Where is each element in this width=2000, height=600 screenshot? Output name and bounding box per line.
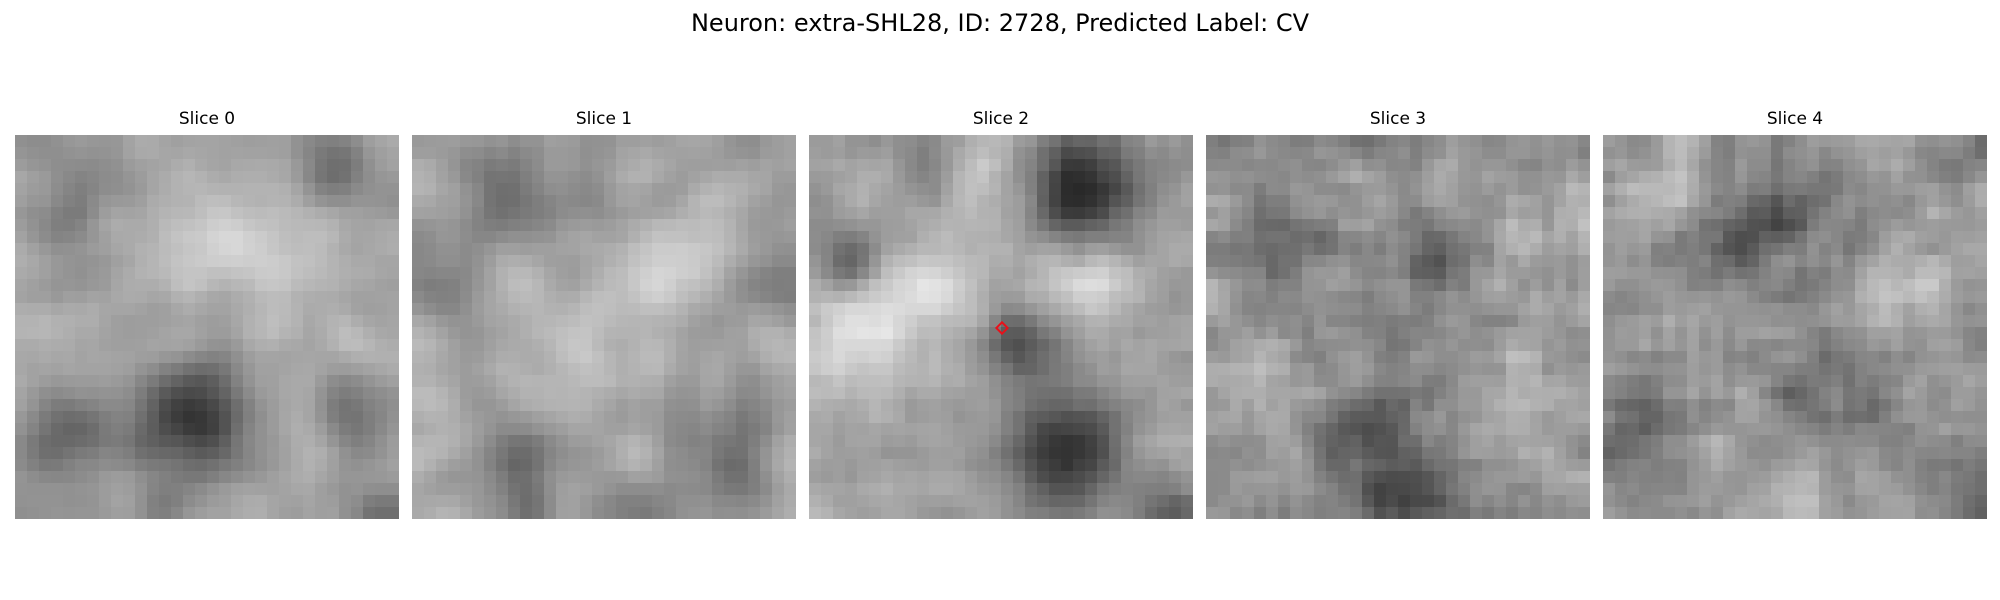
slice-panel-2: Slice 2 [809, 108, 1193, 519]
slice-image-1 [412, 135, 796, 519]
slice-image-3 [1206, 135, 1590, 519]
slice-panel-1: Slice 1 [412, 108, 796, 519]
slice-image-2 [809, 135, 1193, 519]
figure-title: Neuron: extra-SHL28, ID: 2728, Predicted… [690, 9, 1310, 37]
slice-panel-4: Slice 4 [1603, 108, 1987, 519]
slice-title: Slice 0 [178, 109, 236, 129]
slice-image-0 [15, 135, 399, 519]
slice-title: Slice 2 [972, 109, 1030, 129]
slice-title: Slice 4 [1766, 109, 1824, 129]
slice-title: Slice 1 [575, 109, 633, 129]
slice-panel-3: Slice 3 [1206, 108, 1590, 519]
slice-title: Slice 3 [1369, 109, 1427, 129]
slice-image-4 [1603, 135, 1987, 519]
slice-panel-0: Slice 0 [15, 108, 399, 519]
